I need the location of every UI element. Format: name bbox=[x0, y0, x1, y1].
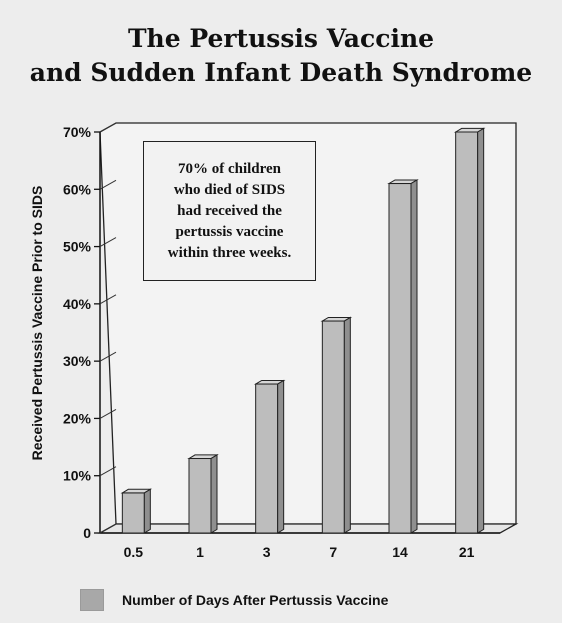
chart-title-line-1: The Pertussis Vaccine bbox=[127, 24, 435, 53]
x-tick-label: 0.5 bbox=[124, 544, 144, 560]
y-tick-label: 20% bbox=[63, 410, 92, 426]
bar bbox=[455, 131, 479, 534]
x-tick-label: 1 bbox=[196, 544, 204, 560]
bar-side bbox=[210, 454, 218, 534]
legend-label: Number of Days After Pertussis Vaccine bbox=[122, 592, 389, 608]
x-tick-label: 14 bbox=[392, 544, 408, 560]
annotation-box: 70% of children who died of SIDS had rec… bbox=[143, 141, 316, 281]
bar-side bbox=[277, 379, 285, 534]
chart-title-line-2: and Sudden Infant Death Syndrome bbox=[29, 58, 533, 87]
y-axis-label: Received Pertussis Vaccine Prior to SIDS bbox=[29, 185, 45, 460]
annotation-line-5: within three weeks. bbox=[167, 244, 292, 261]
y-tick-label: 60% bbox=[63, 181, 92, 197]
y-tick-depth bbox=[99, 466, 117, 477]
bar bbox=[188, 458, 212, 534]
y-tick-label: 0 bbox=[83, 525, 91, 541]
y-tick-label: 50% bbox=[63, 239, 92, 255]
bar-side bbox=[477, 127, 485, 534]
y-tick-label: 40% bbox=[63, 296, 92, 312]
annotation-line-3: had received the bbox=[177, 202, 282, 219]
bar bbox=[255, 383, 279, 534]
y-tick-label: 10% bbox=[63, 468, 92, 484]
legend: Number of Days After Pertussis Vaccine bbox=[80, 589, 388, 611]
bar bbox=[321, 320, 345, 534]
x-tick-label: 21 bbox=[459, 544, 475, 560]
bar bbox=[388, 183, 412, 534]
bar-side bbox=[410, 179, 418, 534]
y-tick-depth bbox=[99, 351, 117, 362]
y-tick-depth bbox=[99, 122, 117, 133]
y-tick-depth bbox=[99, 408, 117, 419]
y-tick-label: 30% bbox=[63, 353, 92, 369]
bar-side bbox=[343, 316, 351, 534]
x-tick-label: 7 bbox=[329, 544, 337, 560]
x-tick-label: 3 bbox=[263, 544, 271, 560]
y-tick-depth bbox=[99, 523, 117, 534]
annotation-line-4: pertussis vaccine bbox=[175, 223, 284, 240]
y-axis-label-wrap: Received Pertussis Vaccine Prior to SIDS bbox=[22, 120, 52, 525]
legend-swatch bbox=[80, 589, 104, 611]
bar bbox=[121, 492, 145, 534]
annotation-line-1: 70% of children bbox=[177, 160, 282, 177]
y-tick-depth bbox=[99, 237, 117, 248]
y-tick-label: 70% bbox=[63, 124, 92, 140]
bar-side bbox=[143, 488, 151, 534]
chart-title: The Pertussis Vaccine and Sudden Infant … bbox=[0, 22, 562, 90]
y-tick-depth bbox=[99, 294, 117, 305]
floor bbox=[97, 523, 519, 534]
y-tick-depth bbox=[99, 179, 117, 190]
annotation-line-2: who died of SIDS bbox=[173, 181, 286, 198]
